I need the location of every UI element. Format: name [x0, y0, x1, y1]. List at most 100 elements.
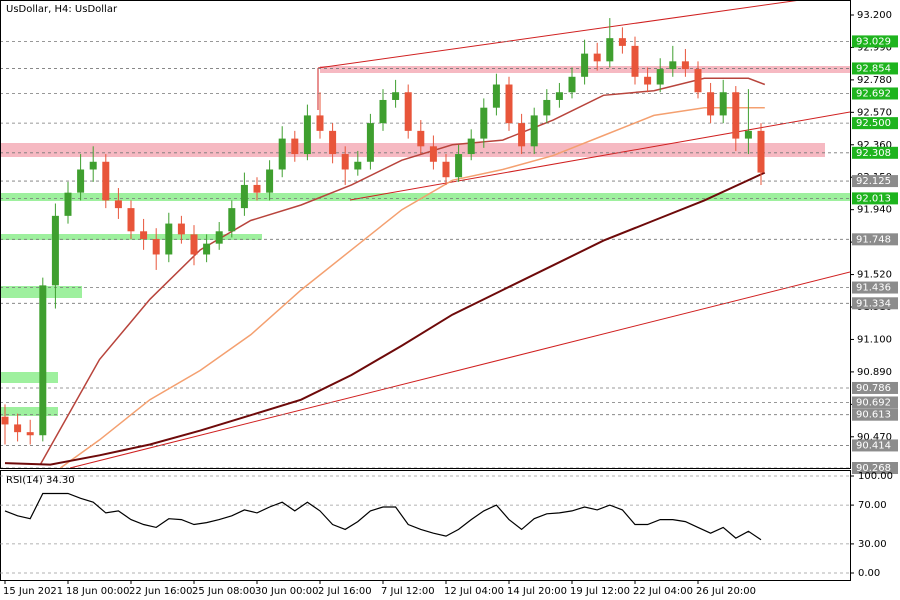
candle-body: [392, 92, 400, 100]
candle-body: [442, 161, 450, 178]
level-label: 91.436: [856, 283, 891, 294]
level-label-bg: [852, 381, 898, 394]
level-label-bg: [852, 146, 898, 159]
candle-body: [291, 138, 299, 155]
candle-body: [366, 123, 374, 162]
level-label-bg: [852, 192, 898, 205]
level-label: 90.692: [856, 397, 891, 408]
x-tick-label: 7 Jul 12:00: [381, 586, 435, 597]
level-label: 90.414: [856, 440, 891, 451]
candle-body: [669, 61, 677, 70]
candle-body: [228, 208, 236, 232]
level-label-bg: [852, 297, 898, 310]
level-label: 91.334: [856, 298, 891, 309]
y-tick-label: 93.200: [857, 10, 892, 21]
rsi-title: RSI(14) 34.30: [6, 475, 75, 486]
trendline: [69, 271, 850, 468]
level-label: 90.268: [856, 463, 891, 474]
candle-body: [530, 115, 538, 147]
candle-body: [14, 424, 22, 433]
candle-body: [492, 84, 500, 108]
candle-body: [140, 231, 148, 240]
candle-body: [631, 45, 639, 77]
candle-body: [253, 184, 261, 193]
candle-body: [89, 161, 97, 170]
candle-body: [555, 92, 563, 100]
candle-body: [757, 130, 765, 173]
candle-body: [215, 231, 223, 244]
y-tick-label: 90.890: [857, 367, 892, 378]
candle-body: [127, 208, 135, 232]
y-tick-label: 92.570: [857, 107, 892, 118]
candle-body: [694, 69, 702, 93]
level-label-bg: [852, 281, 898, 294]
rsi-line: [4, 492, 762, 541]
chart-title: UsDollar, H4: UsDollar: [6, 4, 118, 15]
candle-body: [102, 161, 110, 201]
x-tick-label: 15 Jun 2021: [3, 586, 63, 597]
candle-body: [719, 92, 727, 116]
y-tick-label: 92.990: [857, 42, 892, 53]
candle-body: [581, 53, 589, 77]
trendline: [317, 0, 804, 69]
level-label-bg: [852, 408, 898, 421]
candle-body: [26, 432, 34, 436]
candle-body: [644, 76, 652, 85]
candle-body: [379, 99, 387, 124]
main-frame: [0, 0, 851, 469]
resistance-zone: [0, 143, 825, 157]
x-tick-label: 14 Jul 20:00: [507, 586, 567, 597]
level-label: 92.013: [856, 193, 891, 204]
trendline: [349, 111, 850, 201]
rsi-tick-label: 30.00: [858, 539, 887, 550]
candle-body: [744, 130, 752, 139]
candle-body: [732, 92, 740, 139]
candle-body: [593, 53, 601, 62]
candle-body: [568, 76, 576, 93]
rsi-tick-label: 100.00: [858, 471, 893, 482]
plot-area: [0, 18, 850, 468]
candle-body: [354, 161, 362, 170]
candle-body: [329, 130, 337, 155]
candle-body: [190, 234, 198, 255]
level-label-bg: [852, 175, 898, 188]
candle-body: [51, 215, 59, 286]
x-tick-label: 18 Jun 00:00: [66, 586, 130, 597]
candle-body: [152, 239, 160, 255]
level-label-bg: [852, 233, 898, 246]
candle-body: [77, 169, 85, 193]
candle-body: [518, 123, 526, 147]
candle-body: [467, 138, 475, 155]
level-label-bg: [852, 117, 898, 130]
level-label: 90.786: [856, 383, 891, 394]
candle-body: [618, 38, 626, 46]
level-label-bg: [852, 396, 898, 409]
level-label-bg: [852, 462, 898, 474]
candle-body: [543, 99, 551, 116]
candle-body: [404, 92, 412, 131]
y-tick-label: 92.780: [857, 75, 892, 86]
x-tick-label: 19 Jul 12:00: [570, 586, 630, 597]
level-label: 92.692: [856, 88, 891, 99]
candle-body: [278, 138, 286, 170]
candle-body: [39, 285, 47, 436]
x-tick-label: 25 Jun 08:00: [192, 586, 256, 597]
y-tick-label: 90.470: [857, 432, 892, 443]
candle-body: [656, 69, 664, 85]
level-label: 92.854: [856, 63, 891, 74]
candle-body: [707, 92, 715, 116]
level-label-bg: [852, 62, 898, 75]
rsi-tick-label: 70.00: [858, 500, 887, 511]
candle-body: [64, 192, 72, 216]
level-label: 90.613: [856, 410, 891, 421]
candle-body: [606, 38, 614, 62]
y-tick-label: 91.520: [857, 270, 892, 281]
candle-body: [455, 154, 463, 178]
support-zone: [0, 372, 58, 383]
y-tick-label: 92.360: [857, 140, 892, 151]
candle-body: [429, 146, 437, 162]
candle-body: [303, 115, 311, 155]
